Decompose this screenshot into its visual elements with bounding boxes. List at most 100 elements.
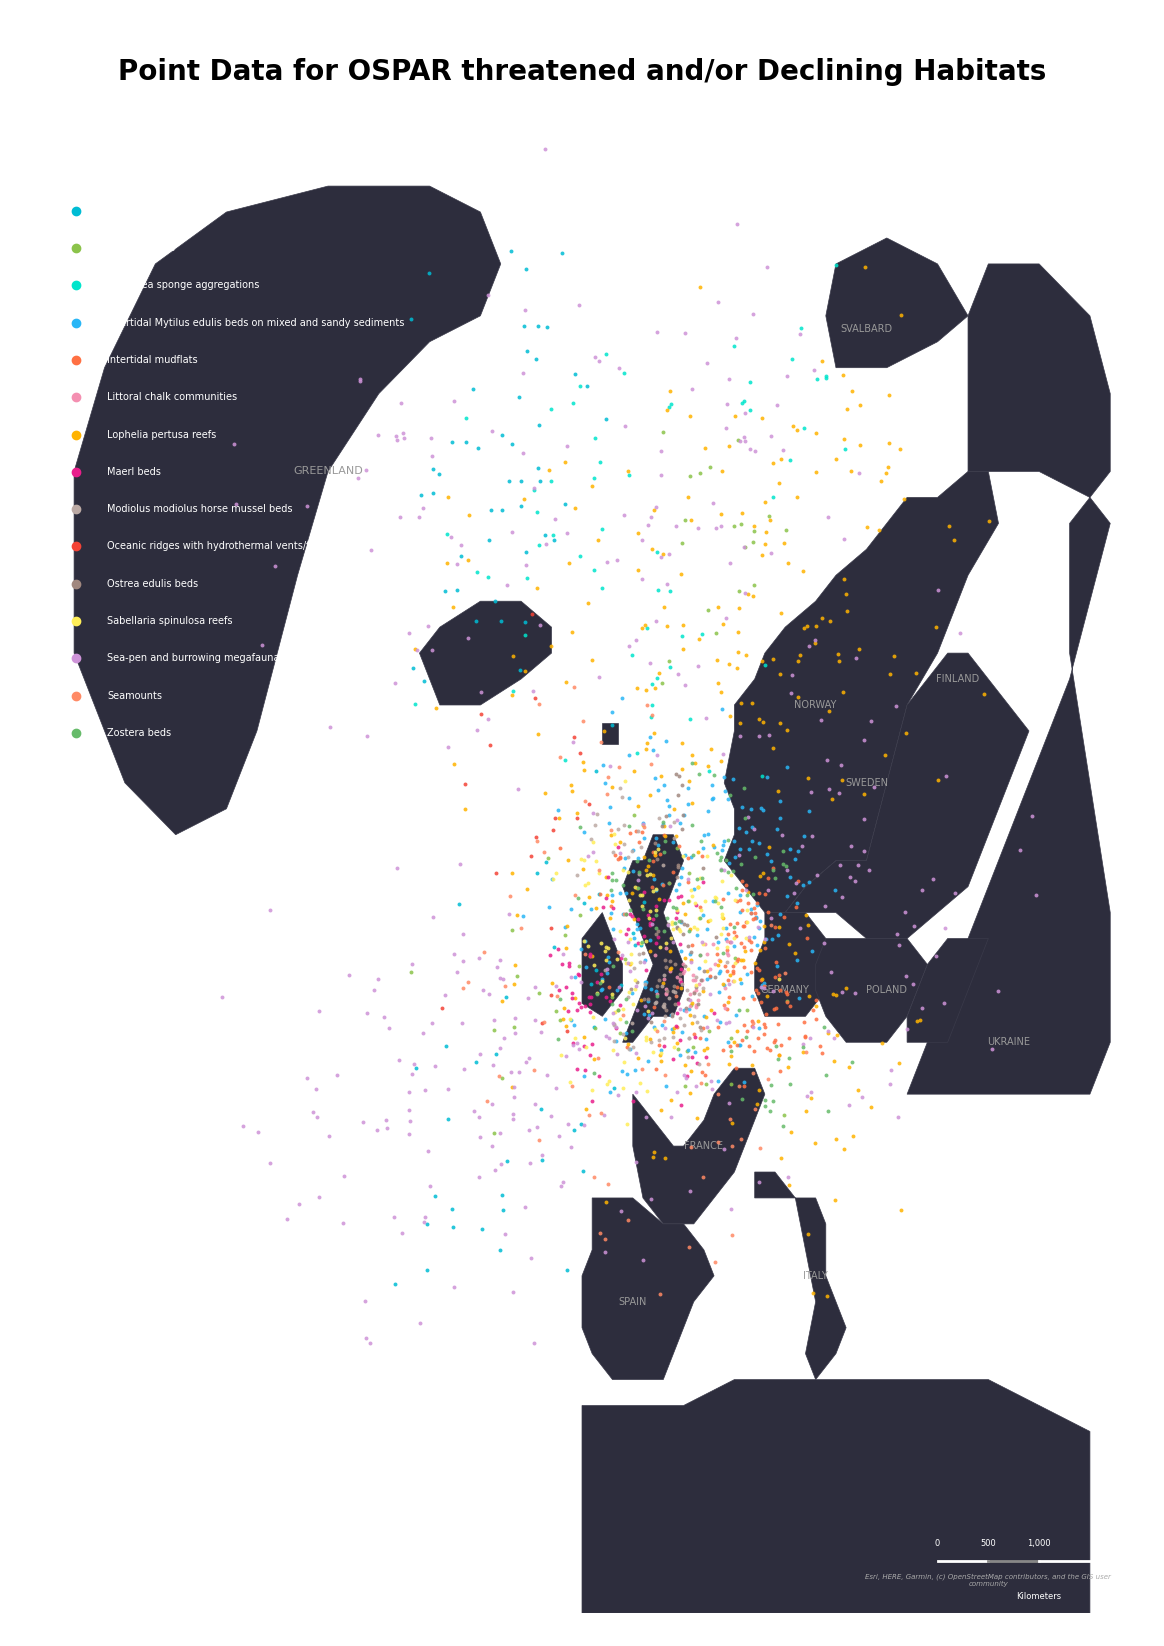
- Point: [512, 467, 531, 494]
- Point: [560, 950, 579, 976]
- Point: [913, 877, 931, 904]
- Point: [632, 882, 651, 909]
- Point: [652, 1047, 670, 1073]
- Point: [626, 1078, 645, 1104]
- Point: [652, 973, 670, 999]
- Point: [442, 428, 461, 454]
- Point: [712, 836, 731, 863]
- Point: [722, 1037, 740, 1063]
- Point: [481, 731, 499, 757]
- Point: [663, 1045, 682, 1072]
- Point: [674, 612, 693, 639]
- Point: [799, 1221, 817, 1248]
- Point: [480, 563, 498, 589]
- Point: [597, 405, 616, 431]
- Point: [535, 780, 554, 807]
- Point: [652, 438, 670, 464]
- Point: [721, 1090, 739, 1116]
- Point: [510, 1058, 528, 1085]
- Point: [424, 904, 442, 930]
- Point: [659, 912, 677, 938]
- Point: [667, 760, 686, 787]
- Point: [558, 520, 576, 546]
- Point: [668, 807, 687, 833]
- Point: [718, 942, 737, 968]
- Point: [660, 813, 679, 839]
- Point: [597, 1022, 616, 1049]
- Point: [734, 1073, 753, 1100]
- Point: [904, 912, 923, 938]
- Point: [616, 413, 634, 439]
- Point: [816, 1062, 835, 1088]
- Point: [774, 904, 793, 930]
- Point: [606, 867, 625, 894]
- Point: [652, 1096, 670, 1123]
- Point: [574, 708, 592, 734]
- Point: [590, 881, 609, 907]
- Point: [750, 956, 768, 983]
- Point: [636, 815, 654, 841]
- Point: [503, 681, 521, 708]
- Point: [632, 1055, 651, 1081]
- Point: [733, 390, 752, 416]
- Point: [689, 653, 708, 680]
- Point: [728, 887, 746, 914]
- Point: [696, 1004, 715, 1030]
- Point: [618, 859, 637, 886]
- Point: [648, 831, 667, 858]
- Point: [653, 993, 672, 1019]
- Point: [532, 1011, 551, 1037]
- Point: [454, 948, 473, 974]
- Point: [747, 904, 766, 930]
- Point: [388, 854, 406, 881]
- Point: [573, 856, 591, 882]
- Point: [769, 961, 788, 988]
- Point: [726, 844, 745, 871]
- Point: [741, 937, 760, 963]
- Point: [644, 1144, 662, 1170]
- Point: [779, 1053, 797, 1080]
- Point: [698, 1014, 717, 1040]
- Point: [587, 848, 605, 874]
- Point: [674, 960, 693, 986]
- Point: [646, 1055, 665, 1081]
- Point: [542, 981, 561, 1007]
- Point: [611, 775, 630, 802]
- Point: [660, 871, 679, 897]
- Point: [725, 945, 744, 971]
- Text: SWEDEN: SWEDEN: [845, 779, 888, 788]
- Point: [518, 876, 537, 902]
- Point: [581, 943, 599, 969]
- Point: [613, 872, 632, 899]
- Point: [684, 876, 703, 902]
- Point: [711, 858, 730, 884]
- Point: [410, 504, 428, 530]
- Point: [568, 800, 587, 826]
- Point: [734, 1012, 753, 1039]
- Point: [680, 1024, 698, 1050]
- Point: [612, 1058, 631, 1085]
- Point: [745, 986, 764, 1012]
- Point: [658, 787, 676, 813]
- Point: [660, 869, 679, 895]
- Point: [613, 858, 632, 884]
- Point: [819, 1021, 838, 1047]
- Point: [512, 915, 531, 942]
- Point: [767, 392, 786, 418]
- Point: [794, 1030, 812, 1057]
- Point: [598, 943, 617, 969]
- Point: [623, 642, 641, 668]
- Point: [823, 785, 842, 811]
- Point: [588, 981, 606, 1007]
- Point: [718, 920, 737, 946]
- Text: 500: 500: [980, 1539, 996, 1549]
- Point: [630, 861, 648, 887]
- Polygon shape: [724, 471, 999, 912]
- Point: [697, 917, 716, 943]
- Point: [666, 823, 684, 849]
- Point: [696, 1044, 715, 1070]
- Point: [597, 864, 616, 890]
- Point: [506, 1006, 525, 1032]
- Point: [646, 915, 665, 942]
- Point: [799, 912, 817, 938]
